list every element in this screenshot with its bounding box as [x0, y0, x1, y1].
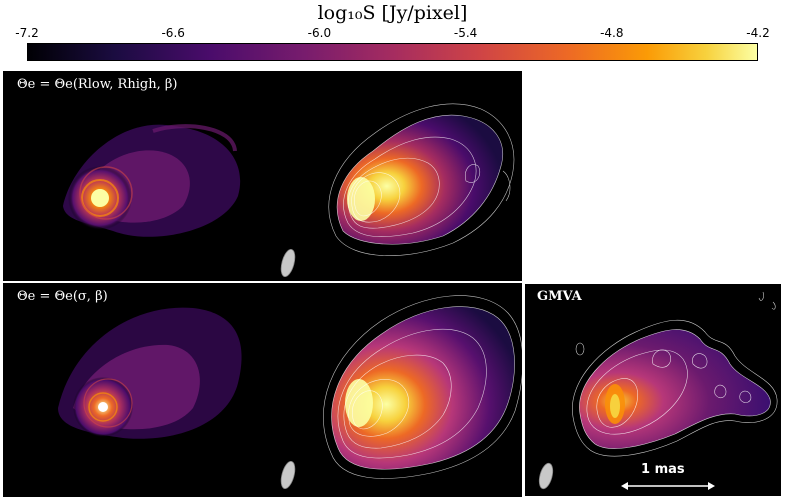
panel-label-row1: Θe = Θe(Rlow, Rhigh, β): [17, 77, 178, 92]
synthetic-image-row2: [323, 295, 522, 479]
beam-ellipse-gmva: [538, 462, 554, 490]
simulation-image-row1: [63, 124, 241, 237]
observation-label: GMVA: [537, 289, 582, 304]
beam-ellipse-row1: [280, 248, 296, 278]
colorbar-tick-label: -4.8: [600, 26, 624, 40]
colorbar-tick-label: -5.4: [453, 26, 478, 40]
synthetic-image-row1: [328, 103, 515, 256]
colorbar-title: log₁₀S [Jy/pixel]: [317, 2, 468, 24]
colorbar-tick-label: -6.0: [307, 26, 332, 40]
colorbar-tick-label: -7.2: [15, 26, 39, 40]
colorbar-tick-label: -4.2: [746, 26, 770, 40]
beam-ellipse-row2: [280, 460, 296, 490]
panel-label-row2: Θe = Θe(σ, β): [17, 289, 108, 304]
colorbar: [27, 43, 758, 61]
simulation-image-row2: [58, 307, 242, 439]
scale-bar: [621, 482, 715, 490]
panel-row1: [3, 71, 522, 281]
panel-gmva: [524, 283, 782, 497]
colorbar-tick-label: -6.6: [161, 26, 185, 40]
panel-row2: [3, 283, 522, 497]
observation-image-gmva: [572, 291, 778, 457]
scale-bar-label: 1 mas: [641, 462, 685, 477]
